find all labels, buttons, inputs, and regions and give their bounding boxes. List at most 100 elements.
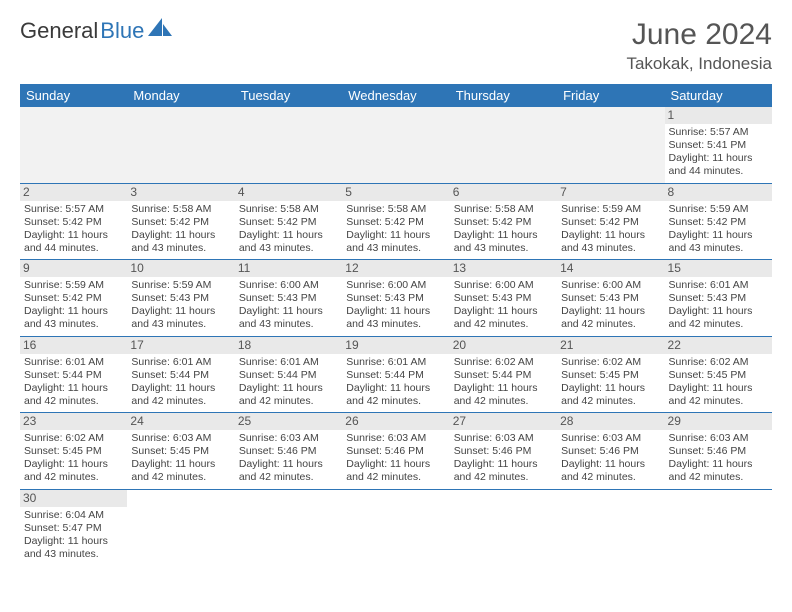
day-number: 20 — [450, 337, 557, 354]
day-number: 26 — [342, 413, 449, 430]
day-info-line: Sunset: 5:43 PM — [561, 292, 660, 305]
day-info-line: Sunrise: 6:02 AM — [561, 356, 660, 369]
day-info-line: Sunset: 5:44 PM — [131, 369, 230, 382]
calendar-empty — [557, 489, 664, 565]
day-info-line: and 42 minutes. — [561, 471, 660, 484]
day-number: 25 — [235, 413, 342, 430]
calendar-week: 30Sunrise: 6:04 AMSunset: 5:47 PMDayligh… — [20, 489, 772, 565]
calendar-day: 23Sunrise: 6:02 AMSunset: 5:45 PMDayligh… — [20, 413, 127, 490]
calendar-day: 29Sunrise: 6:03 AMSunset: 5:46 PMDayligh… — [665, 413, 772, 490]
day-info-line: Daylight: 11 hours — [24, 305, 123, 318]
day-info-line: Sunrise: 6:02 AM — [669, 356, 768, 369]
title-block: June 2024 Takokak, Indonesia — [626, 18, 772, 74]
day-number: 30 — [20, 490, 127, 507]
day-info-line: Sunrise: 5:57 AM — [24, 203, 123, 216]
day-info-line: Sunrise: 6:01 AM — [346, 356, 445, 369]
weekday-header: Saturday — [665, 84, 772, 107]
weekday-header: Thursday — [450, 84, 557, 107]
day-info-line: Daylight: 11 hours — [561, 382, 660, 395]
day-info-line: Daylight: 11 hours — [239, 458, 338, 471]
day-info-line: Daylight: 11 hours — [24, 458, 123, 471]
day-info-line: Daylight: 11 hours — [346, 382, 445, 395]
day-info-line: Sunrise: 5:59 AM — [561, 203, 660, 216]
day-info-line: Sunrise: 6:03 AM — [454, 432, 553, 445]
calendar-day: 6Sunrise: 5:58 AMSunset: 5:42 PMDaylight… — [450, 183, 557, 260]
day-info-line: Sunset: 5:42 PM — [454, 216, 553, 229]
calendar-empty — [127, 107, 234, 183]
calendar-empty — [342, 489, 449, 565]
day-info-line: and 43 minutes. — [131, 318, 230, 331]
day-info-line: Daylight: 11 hours — [561, 229, 660, 242]
calendar-day: 2Sunrise: 5:57 AMSunset: 5:42 PMDaylight… — [20, 183, 127, 260]
day-info-line: Daylight: 11 hours — [239, 305, 338, 318]
day-info-line: and 42 minutes. — [346, 395, 445, 408]
day-number: 29 — [665, 413, 772, 430]
day-info-line: Daylight: 11 hours — [131, 382, 230, 395]
day-info-line: and 42 minutes. — [561, 395, 660, 408]
day-info-line: and 42 minutes. — [346, 471, 445, 484]
day-info-line: Sunrise: 5:59 AM — [669, 203, 768, 216]
day-info-line: Daylight: 11 hours — [131, 305, 230, 318]
day-info-line: and 43 minutes. — [239, 318, 338, 331]
day-info-line: Sunset: 5:43 PM — [669, 292, 768, 305]
calendar-day: 1Sunrise: 5:57 AMSunset: 5:41 PMDaylight… — [665, 107, 772, 183]
day-info-line: and 42 minutes. — [24, 395, 123, 408]
day-info-line: and 42 minutes. — [239, 471, 338, 484]
day-info-line: Sunset: 5:42 PM — [239, 216, 338, 229]
day-info-line: Sunset: 5:43 PM — [131, 292, 230, 305]
calendar-empty — [450, 489, 557, 565]
day-number: 1 — [665, 107, 772, 124]
weekday-header: Monday — [127, 84, 234, 107]
day-info-line: Sunrise: 6:03 AM — [131, 432, 230, 445]
calendar-day: 17Sunrise: 6:01 AMSunset: 5:44 PMDayligh… — [127, 336, 234, 413]
day-number: 23 — [20, 413, 127, 430]
calendar-day: 22Sunrise: 6:02 AMSunset: 5:45 PMDayligh… — [665, 336, 772, 413]
day-info-line: Sunrise: 6:01 AM — [669, 279, 768, 292]
day-number: 4 — [235, 184, 342, 201]
day-info-line: Daylight: 11 hours — [669, 152, 768, 165]
day-info-line: Sunset: 5:46 PM — [346, 445, 445, 458]
day-number: 27 — [450, 413, 557, 430]
calendar-day: 10 Sunrise: 5:59 AMSunset: 5:43 PMDayligh… — [127, 260, 234, 337]
calendar-empty — [235, 107, 342, 183]
calendar-day: 18Sunrise: 6:01 AMSunset: 5:44 PMDayligh… — [235, 336, 342, 413]
day-info-line: Daylight: 11 hours — [669, 305, 768, 318]
day-info-line: and 43 minutes. — [24, 318, 123, 331]
day-number: 5 — [342, 184, 449, 201]
calendar-week: 1Sunrise: 5:57 AMSunset: 5:41 PMDaylight… — [20, 107, 772, 183]
day-info-line: Sunrise: 6:00 AM — [346, 279, 445, 292]
day-info-line: Sunset: 5:42 PM — [346, 216, 445, 229]
day-info-line: Sunset: 5:44 PM — [346, 369, 445, 382]
day-number: 10 — [127, 260, 234, 277]
day-info-line: Daylight: 11 hours — [454, 229, 553, 242]
day-number: 13 — [450, 260, 557, 277]
day-info-line: Sunrise: 5:59 AM — [131, 279, 230, 292]
day-info-line: and 43 minutes. — [131, 242, 230, 255]
day-info-line: Daylight: 11 hours — [669, 382, 768, 395]
day-info-line: Daylight: 11 hours — [561, 305, 660, 318]
day-number: 16 — [20, 337, 127, 354]
day-info-line: and 43 minutes. — [239, 242, 338, 255]
day-info-line: Sunset: 5:45 PM — [131, 445, 230, 458]
day-info-line: Sunrise: 6:01 AM — [131, 356, 230, 369]
day-info-line: Daylight: 11 hours — [24, 382, 123, 395]
day-info-line: Sunset: 5:42 PM — [24, 292, 123, 305]
calendar-empty — [20, 107, 127, 183]
day-info-line: Daylight: 11 hours — [24, 229, 123, 242]
day-info-line: Daylight: 11 hours — [454, 458, 553, 471]
day-info-line: Daylight: 11 hours — [669, 458, 768, 471]
day-info-line: Sunrise: 5:58 AM — [239, 203, 338, 216]
calendar-day: 8Sunrise: 5:59 AMSunset: 5:42 PMDaylight… — [665, 183, 772, 260]
day-info-line: Sunset: 5:42 PM — [669, 216, 768, 229]
day-info-line: Sunset: 5:45 PM — [561, 369, 660, 382]
calendar-week: 9Sunrise: 5:59 AMSunset: 5:42 PMDaylight… — [20, 260, 772, 337]
calendar-day: 9Sunrise: 5:59 AMSunset: 5:42 PMDaylight… — [20, 260, 127, 337]
day-info-line: Sunrise: 6:03 AM — [239, 432, 338, 445]
calendar-day: 11Sunrise: 6:00 AMSunset: 5:43 PMDayligh… — [235, 260, 342, 337]
day-info-line: Sunset: 5:44 PM — [454, 369, 553, 382]
day-number: 24 — [127, 413, 234, 430]
day-info-line: and 42 minutes. — [561, 318, 660, 331]
calendar-empty — [127, 489, 234, 565]
calendar-day: 4Sunrise: 5:58 AMSunset: 5:42 PMDaylight… — [235, 183, 342, 260]
day-info-line: Daylight: 11 hours — [131, 229, 230, 242]
